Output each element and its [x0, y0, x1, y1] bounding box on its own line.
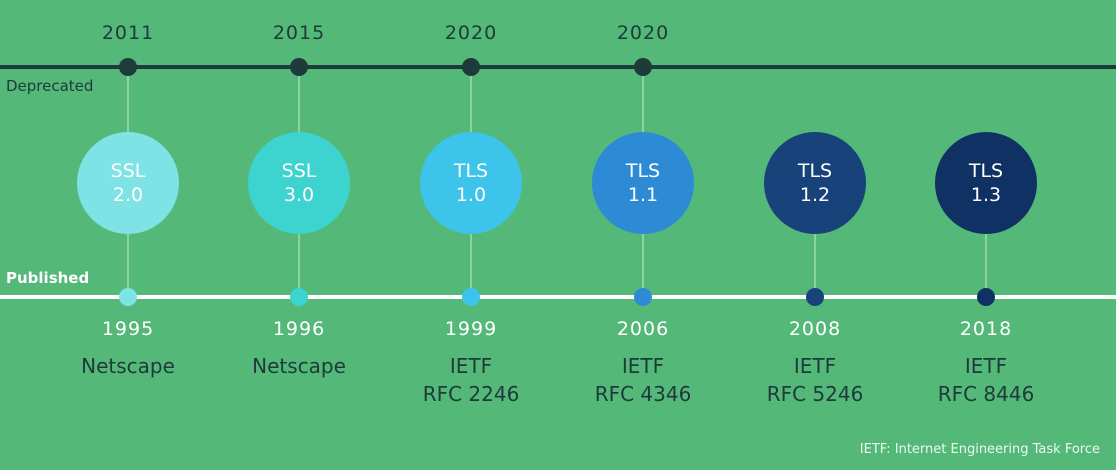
rfc-number: RFC 2246: [422, 382, 520, 406]
version-column: TLS 1.2 2008 IETF RFC 5246: [730, 0, 900, 470]
version-label: 2.0: [112, 184, 144, 206]
published-year: 2008: [788, 318, 842, 340]
version-label: 1.1: [627, 184, 659, 206]
publisher-name: IETF: [964, 354, 1008, 378]
footer-note: IETF: Internet Engineering Task Force: [859, 442, 1100, 457]
version-column: 2020 TLS 1.1 2006 IETF RFC 4346: [558, 0, 728, 470]
deprecated-year: 2015: [272, 22, 326, 44]
protocol-label: TLS: [797, 160, 833, 182]
version-column: 2015 SSL 3.0 1996 Netscape: [214, 0, 384, 470]
publisher-name: IETF: [449, 354, 493, 378]
version-circle: SSL 2.0: [77, 132, 179, 234]
protocol-label: TLS: [968, 160, 1004, 182]
published-year: 2006: [616, 318, 670, 340]
deprecated-dot: [119, 58, 137, 76]
publisher-info: Netscape: [43, 352, 213, 380]
published-year: 2018: [959, 318, 1013, 340]
publisher-name: IETF: [621, 354, 665, 378]
deprecated-label: Deprecated: [6, 77, 94, 95]
published-rail: [0, 295, 1116, 299]
version-circle: TLS 1.0: [420, 132, 522, 234]
published-year: 1999: [444, 318, 498, 340]
publisher-name: Netscape: [81, 354, 175, 378]
published-dot: [977, 288, 995, 306]
version-circle: TLS 1.2: [764, 132, 866, 234]
protocol-label: TLS: [625, 160, 661, 182]
version-circle: TLS 1.3: [935, 132, 1037, 234]
deprecated-dot: [290, 58, 308, 76]
published-year: 1995: [101, 318, 155, 340]
rfc-number: RFC 5246: [766, 382, 864, 406]
deprecated-dot: [634, 58, 652, 76]
published-dot: [119, 288, 137, 306]
connector-line: [814, 232, 816, 297]
publisher-info: IETF RFC 4346: [558, 352, 728, 408]
version-label: 1.2: [799, 184, 831, 206]
version-column: TLS 1.3 2018 IETF RFC 8446: [901, 0, 1071, 470]
version-label: 1.3: [970, 184, 1002, 206]
publisher-info: IETF RFC 2246: [386, 352, 556, 408]
published-dot: [634, 288, 652, 306]
published-year: 1996: [272, 318, 326, 340]
protocol-label: TLS: [453, 160, 489, 182]
version-circle: TLS 1.1: [592, 132, 694, 234]
deprecated-year: 2011: [101, 22, 155, 44]
published-dot: [290, 288, 308, 306]
publisher-name: Netscape: [252, 354, 346, 378]
rfc-number: RFC 4346: [594, 382, 692, 406]
deprecated-year: 2020: [616, 22, 670, 44]
protocol-label: SSL: [281, 160, 317, 182]
deprecated-dot: [462, 58, 480, 76]
version-circle: SSL 3.0: [248, 132, 350, 234]
publisher-info: Netscape: [214, 352, 384, 380]
deprecated-rail: [0, 65, 1116, 69]
version-column: 2020 TLS 1.0 1999 IETF RFC 2246: [386, 0, 556, 470]
published-dot: [462, 288, 480, 306]
version-label: 1.0: [455, 184, 487, 206]
publisher-name: IETF: [793, 354, 837, 378]
published-label: Published: [6, 269, 90, 287]
publisher-info: IETF RFC 5246: [730, 352, 900, 408]
version-column: 2011 SSL 2.0 1995 Netscape: [43, 0, 213, 470]
published-dot: [806, 288, 824, 306]
publisher-info: IETF RFC 8446: [901, 352, 1071, 408]
deprecated-year: 2020: [444, 22, 498, 44]
protocol-label: SSL: [110, 160, 146, 182]
rfc-number: RFC 8446: [937, 382, 1035, 406]
connector-line: [985, 232, 987, 297]
version-label: 3.0: [283, 184, 315, 206]
